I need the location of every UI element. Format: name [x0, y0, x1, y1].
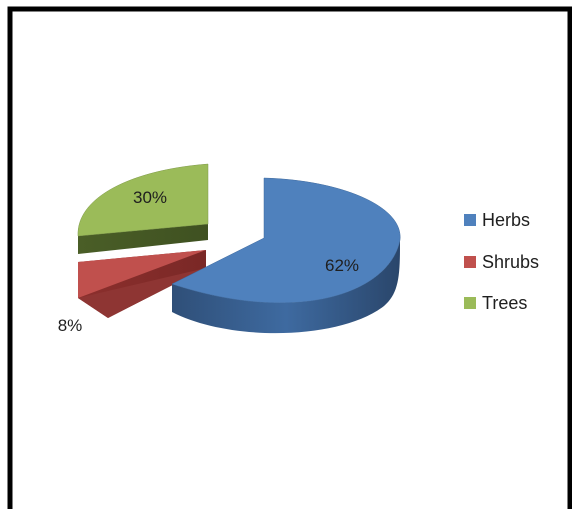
legend-item-shrubs: Shrubs — [464, 252, 539, 272]
legend-item-trees: Trees — [464, 293, 527, 313]
legend-item-herbs: Herbs — [464, 210, 530, 230]
pie-slice-herbs — [171, 177, 401, 334]
data-label-shrubs: 8% — [58, 316, 83, 335]
pie-slice-shrubs — [78, 250, 206, 318]
pie-slice-trees — [77, 163, 209, 254]
data-label-herbs: 62% — [325, 256, 359, 275]
legend-swatch-trees — [464, 297, 476, 309]
legend-label-trees: Trees — [482, 293, 527, 313]
legend-swatch-shrubs — [464, 256, 476, 268]
data-label-trees: 30% — [133, 188, 167, 207]
legend-label-herbs: Herbs — [482, 210, 530, 230]
legend-swatch-herbs — [464, 214, 476, 226]
legend-label-shrubs: Shrubs — [482, 252, 539, 272]
legend: Herbs Shrubs Trees — [464, 210, 539, 313]
